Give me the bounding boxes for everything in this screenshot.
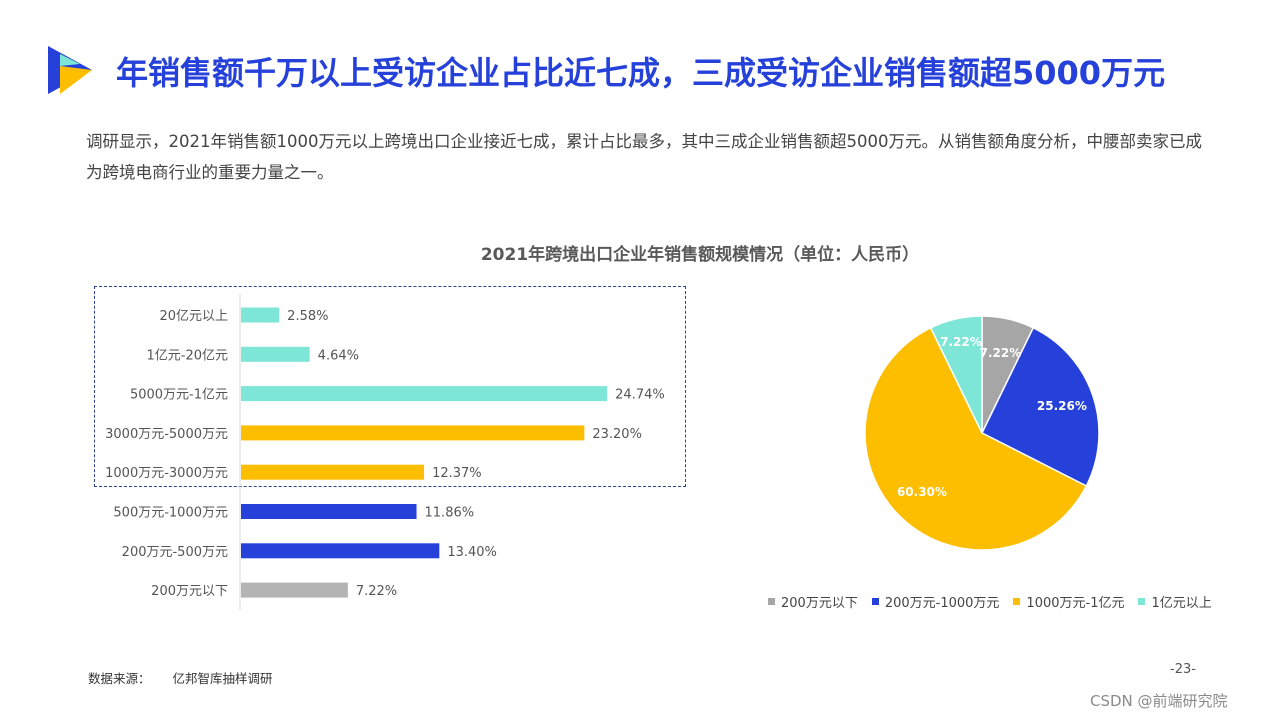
- bar-category-label: 1亿元-20亿元: [146, 348, 228, 363]
- bar-value-label: 23.20%: [592, 427, 642, 442]
- bar: [241, 582, 348, 598]
- bar-value-label: 11.86%: [425, 506, 475, 521]
- legend-swatch: [871, 598, 879, 605]
- pie-value-label: 7.22%: [980, 346, 1022, 360]
- watermark: CSDN @前端研究院: [1090, 692, 1228, 710]
- legend-swatch: [768, 598, 775, 605]
- bar: [241, 425, 585, 441]
- pie-value-label: 25.26%: [1037, 399, 1087, 413]
- legend-label: 200万元-1000万元: [884, 596, 1000, 611]
- legend-swatch: [1013, 598, 1021, 605]
- legend-label: 1亿元以上: [1151, 596, 1212, 611]
- pie-slice: [929, 315, 983, 434]
- bar: [241, 504, 417, 519]
- bar-category-label: 200万元-500万元: [122, 545, 228, 560]
- bar-value-label: 12.37%: [432, 466, 482, 481]
- bar-chart: 20亿元以上 2.58% 1亿元-20亿元 4.64% 5000万元-1亿元 24.74%…: [105, 294, 665, 610]
- bar-category-label: 5000万元-1亿元: [130, 388, 228, 403]
- page-title: 年销售额千万以上受访企业占比近七成，三成受访企业销售额超5000万元: [116, 54, 1166, 92]
- bar: [241, 346, 310, 362]
- chart-title: 2021年跨境出口企业年销售额规模情况（单位：人民币）: [480, 245, 920, 265]
- data-source-label: 数据来源：: [88, 671, 151, 686]
- legend-swatch: [1138, 598, 1146, 605]
- legend-item: 200万元以下: [768, 592, 858, 611]
- legend-item: 1亿元以上: [1138, 592, 1212, 611]
- bar-category-label: 500万元-1000万元: [113, 506, 228, 521]
- bar-category-label: 200万元以下: [151, 584, 228, 599]
- bar-category-label: 3000万元-5000万元: [105, 427, 228, 442]
- pie-slice: [981, 326, 1100, 487]
- data-source: 数据来源： 亿邦智库抽样调研: [88, 668, 291, 687]
- legend-item: 1000万元-1亿元: [1013, 592, 1124, 611]
- bar-category-label: 20亿元以上: [159, 309, 228, 324]
- page-description: 调研显示，2021年销售额1000万元以上跨境出口企业接近七成，累计占比最多，其…: [86, 132, 1202, 182]
- legend-label: 200万元以下: [781, 596, 858, 611]
- pie-chart: 7.22% 25.26% 60.30% 7.22%: [864, 315, 1100, 551]
- bar-category-label: 1000万元-3000万元: [105, 466, 228, 481]
- legend-label: 1000万元-1亿元: [1026, 596, 1125, 611]
- bar-value-label: 24.74%: [615, 388, 665, 403]
- bar-value-label: 7.22%: [356, 584, 397, 599]
- pie-value-label: 7.22%: [940, 335, 982, 349]
- bar: [241, 464, 425, 480]
- pie-slice: [864, 326, 1088, 551]
- bar: [241, 307, 280, 323]
- bar: [241, 543, 440, 559]
- pie-value-label: 60.30%: [897, 485, 947, 499]
- highlight-frame: [94, 286, 686, 487]
- pie-legend: 200万元以下 200万元-1000万元 1000万元-1亿元 1亿元以上: [768, 592, 1212, 611]
- data-source-value: 亿邦智库抽样调研: [172, 671, 273, 686]
- legend-item: 200万元-1000万元: [871, 592, 1000, 611]
- page-number: -23-: [1170, 662, 1196, 677]
- bar-value-label: 13.40%: [447, 545, 497, 560]
- bar-value-label: 4.64%: [318, 348, 359, 363]
- brand-logo-icon: [48, 46, 92, 94]
- bar-value-label: 2.58%: [287, 309, 328, 324]
- bar: [241, 386, 608, 402]
